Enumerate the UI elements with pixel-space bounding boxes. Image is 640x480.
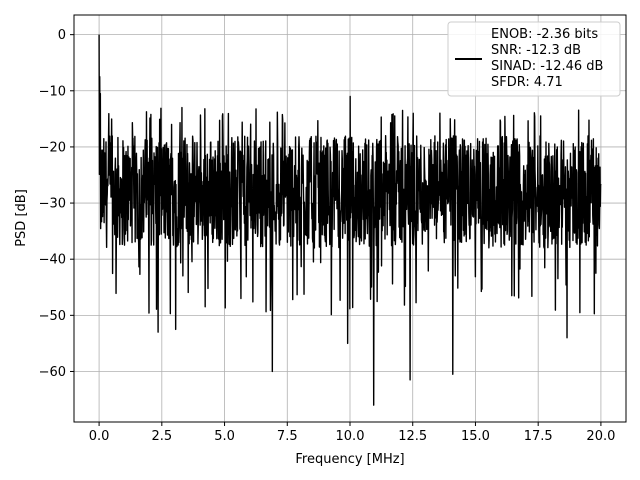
legend-entry-snr: SNR: -12.3 dB [491,43,581,58]
x-tick-label: 2.5 [151,429,172,444]
legend-entry-enob: ENOB: -2.36 bits [491,27,598,42]
legend-box [447,21,621,97]
series-layer [98,34,602,406]
axes: 0.0 2.5 5.0 7.5 10.0 12.5 15.0 17.5 20.0 0 −10 −20 −… [39,14,627,444]
legend-entry-sfdr: SFDR: 4.71 [491,75,563,90]
psd-series-line [98,34,602,406]
y-tick-label: −60 [39,365,66,380]
y-tick-label: −10 [39,84,66,99]
x-tick-label: 7.5 [277,429,298,444]
x-tick-label: 20.0 [586,429,615,444]
x-tick-label: 12.5 [398,429,427,444]
y-tick-label: −30 [39,197,66,212]
y-tick-label: −50 [39,309,66,324]
y-tick-label: −40 [39,253,66,268]
x-tick-label: 17.5 [524,429,553,444]
x-tick-label: 0.0 [89,429,110,444]
y-axis-label: PSD [dB] [14,189,29,247]
legend-entry-sinad: SINAD: -12.46 dB [491,59,603,74]
x-axis-label: Frequency [MHz] [295,452,404,467]
y-tick-label: 0 [58,28,66,43]
y-tick-label: −20 [39,140,66,155]
x-tick-label: 5.0 [214,429,235,444]
x-tick-label: 15.0 [461,429,490,444]
x-tick-label: 10.0 [336,429,365,444]
legend: ENOB: -2.36 bits SNR: -12.3 dB SINAD: -1… [447,21,621,97]
